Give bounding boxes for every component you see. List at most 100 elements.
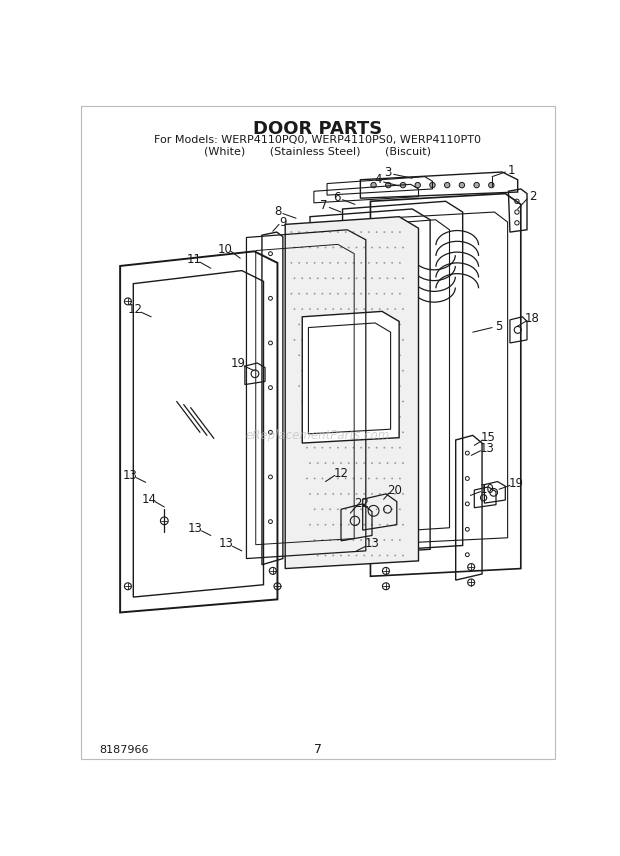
- Circle shape: [402, 339, 404, 341]
- Circle shape: [337, 385, 339, 387]
- Circle shape: [363, 431, 365, 433]
- Circle shape: [363, 524, 365, 526]
- Circle shape: [489, 182, 494, 187]
- Circle shape: [368, 231, 370, 233]
- Circle shape: [290, 231, 293, 233]
- Circle shape: [394, 370, 396, 372]
- Circle shape: [352, 447, 355, 449]
- Circle shape: [383, 447, 386, 449]
- Circle shape: [309, 247, 311, 248]
- Polygon shape: [285, 217, 418, 568]
- Circle shape: [355, 370, 357, 372]
- Circle shape: [294, 277, 296, 279]
- Circle shape: [383, 262, 386, 264]
- Circle shape: [340, 370, 342, 372]
- Circle shape: [314, 539, 316, 541]
- Circle shape: [399, 324, 401, 325]
- Circle shape: [298, 231, 300, 233]
- Circle shape: [317, 308, 319, 310]
- Circle shape: [387, 555, 388, 556]
- Circle shape: [383, 539, 386, 541]
- Circle shape: [314, 508, 316, 510]
- Circle shape: [402, 431, 404, 433]
- Circle shape: [290, 262, 293, 264]
- Circle shape: [306, 447, 308, 449]
- Circle shape: [394, 493, 396, 495]
- Circle shape: [348, 308, 350, 310]
- Circle shape: [402, 247, 404, 248]
- Circle shape: [383, 324, 386, 325]
- Circle shape: [321, 447, 324, 449]
- Circle shape: [402, 277, 404, 279]
- Circle shape: [387, 524, 388, 526]
- Circle shape: [399, 539, 401, 541]
- Circle shape: [321, 324, 324, 325]
- Circle shape: [314, 262, 316, 264]
- Circle shape: [394, 277, 396, 279]
- Text: 8187966: 8187966: [99, 745, 149, 754]
- Circle shape: [379, 462, 381, 464]
- Circle shape: [290, 293, 293, 294]
- Circle shape: [394, 308, 396, 310]
- Circle shape: [329, 539, 331, 541]
- Circle shape: [363, 247, 365, 248]
- Circle shape: [340, 401, 342, 402]
- Circle shape: [317, 524, 319, 526]
- Circle shape: [348, 462, 350, 464]
- Circle shape: [383, 416, 386, 418]
- Circle shape: [321, 508, 324, 510]
- Circle shape: [321, 385, 324, 387]
- Circle shape: [383, 231, 386, 233]
- Circle shape: [355, 339, 357, 341]
- Circle shape: [332, 308, 334, 310]
- Circle shape: [368, 539, 370, 541]
- Circle shape: [376, 231, 378, 233]
- Circle shape: [352, 293, 355, 294]
- Text: (White)       (Stainless Steel)       (Biscuit): (White) (Stainless Steel) (Biscuit): [204, 146, 432, 157]
- Circle shape: [355, 277, 357, 279]
- Circle shape: [371, 339, 373, 341]
- Circle shape: [348, 247, 350, 248]
- Circle shape: [314, 324, 316, 325]
- Circle shape: [314, 231, 316, 233]
- Circle shape: [379, 370, 381, 372]
- Circle shape: [355, 401, 357, 402]
- Circle shape: [360, 293, 362, 294]
- Circle shape: [325, 247, 326, 248]
- Circle shape: [355, 555, 357, 556]
- Circle shape: [306, 231, 308, 233]
- Circle shape: [306, 478, 308, 479]
- Circle shape: [306, 385, 308, 387]
- Text: 7: 7: [314, 743, 322, 756]
- Circle shape: [329, 447, 331, 449]
- Circle shape: [371, 555, 373, 556]
- Circle shape: [321, 478, 324, 479]
- Circle shape: [371, 462, 373, 464]
- Circle shape: [371, 524, 373, 526]
- Circle shape: [352, 324, 355, 325]
- Circle shape: [402, 462, 404, 464]
- Circle shape: [325, 431, 326, 433]
- Circle shape: [301, 431, 303, 433]
- Circle shape: [430, 182, 435, 187]
- Circle shape: [301, 401, 303, 402]
- Circle shape: [352, 416, 355, 418]
- Circle shape: [383, 354, 386, 356]
- Circle shape: [402, 555, 404, 556]
- Text: 1: 1: [508, 164, 515, 177]
- Circle shape: [399, 231, 401, 233]
- Circle shape: [387, 339, 388, 341]
- Circle shape: [368, 385, 370, 387]
- Text: 18: 18: [525, 312, 540, 324]
- Circle shape: [399, 447, 401, 449]
- Circle shape: [314, 293, 316, 294]
- Circle shape: [332, 401, 334, 402]
- Circle shape: [360, 478, 362, 479]
- Circle shape: [379, 493, 381, 495]
- Circle shape: [394, 339, 396, 341]
- Circle shape: [391, 508, 393, 510]
- Circle shape: [355, 247, 357, 248]
- Circle shape: [337, 262, 339, 264]
- Circle shape: [394, 247, 396, 248]
- Circle shape: [317, 401, 319, 402]
